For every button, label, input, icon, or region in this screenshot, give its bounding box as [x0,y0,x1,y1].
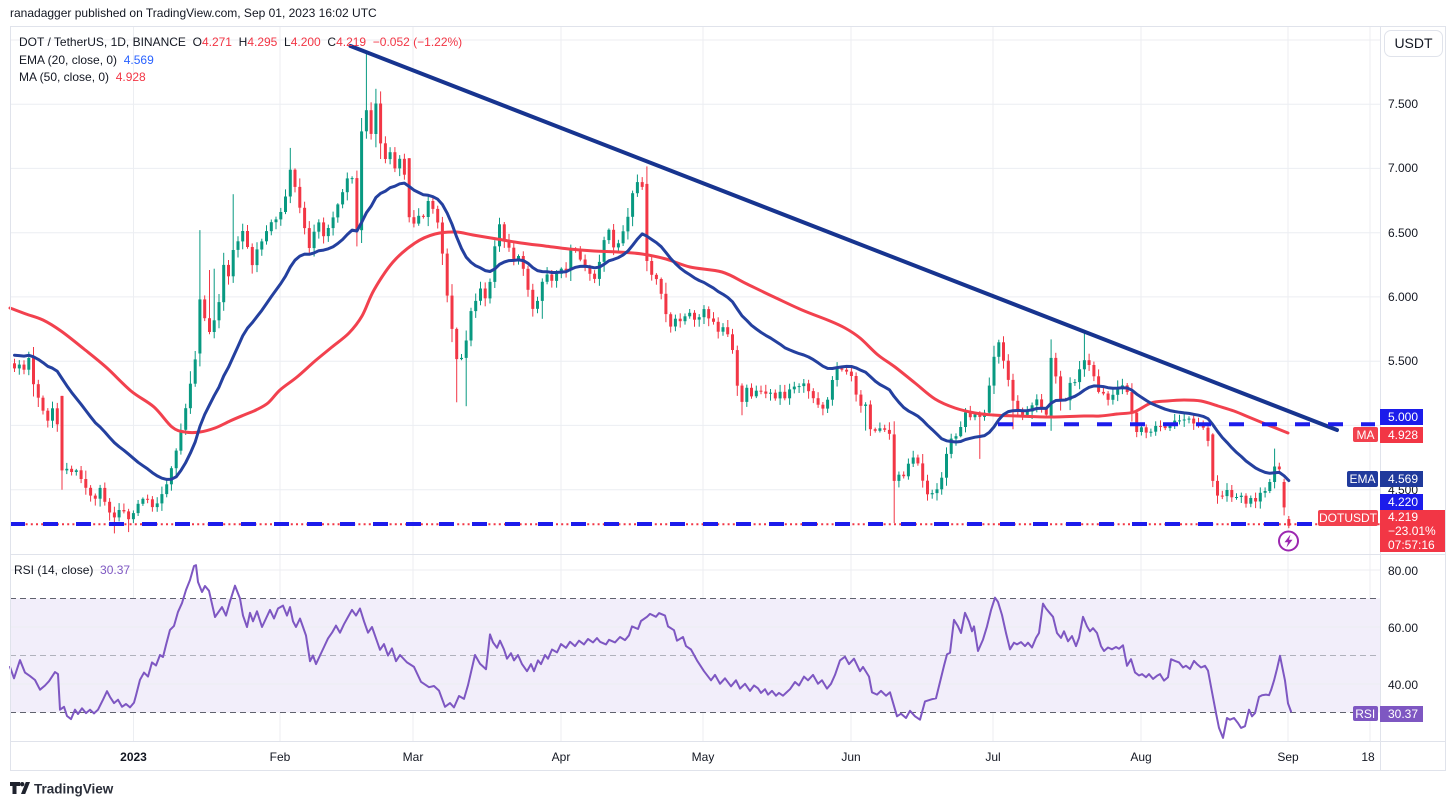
svg-text:TradingView: TradingView [34,782,114,797]
